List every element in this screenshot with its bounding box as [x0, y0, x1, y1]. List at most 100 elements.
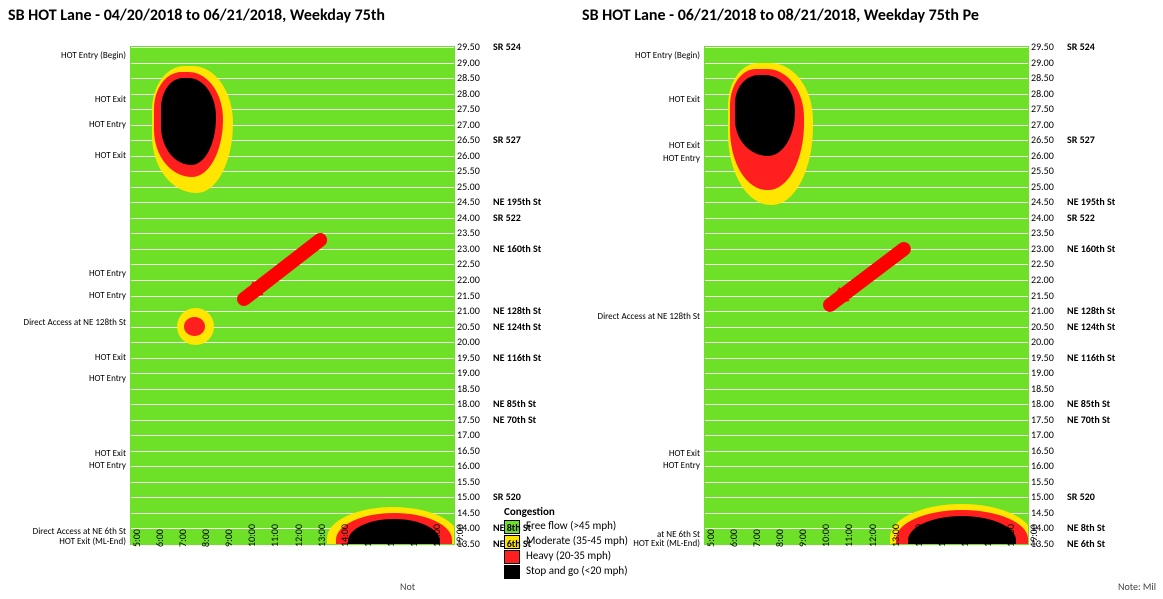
legend-title: Congestion	[504, 505, 628, 518]
ytick-label: 23.50	[457, 226, 480, 239]
xtick-label: 5:00	[704, 529, 717, 547]
gridline	[705, 497, 1028, 498]
location-label-left: HOT Entry	[580, 460, 700, 471]
location-label-left: HOT Entry	[6, 460, 126, 471]
xtick-label: 14:00	[912, 524, 925, 547]
location-label-left: HOT Entry	[580, 153, 700, 164]
ytick-label: 15.00	[1031, 490, 1054, 503]
xtick-label: 19:00	[1027, 524, 1040, 547]
gridline	[705, 404, 1028, 405]
xtick-label: 16:00	[958, 524, 971, 547]
xtick-label: 13:00	[889, 524, 902, 547]
xtick-label: 10:00	[245, 524, 258, 547]
ytick-label: 29.50	[1031, 40, 1054, 53]
location-label-right: NE 8th St	[493, 521, 531, 534]
xtick-label: 11:00	[842, 524, 855, 547]
ytick-label: 17.50	[1031, 413, 1054, 426]
xtick-label: 6:00	[727, 529, 740, 547]
location-label-right: NE 85th St	[493, 397, 536, 410]
xtick-label: 12:00	[866, 524, 879, 547]
legend-row: Heavy (20-35 mph)	[504, 550, 628, 564]
location-label-left: HOT Entry (Begin)	[6, 50, 126, 61]
location-label-right: SR 527	[1067, 133, 1095, 146]
location-label-left: HOT Entry	[6, 290, 126, 301]
gridline	[705, 389, 1028, 390]
xtick-label: 13:00	[315, 524, 328, 547]
ytick-label: 27.00	[1031, 118, 1054, 131]
ytick-label: 17.50	[457, 413, 480, 426]
legend-swatch	[504, 565, 520, 579]
gridline	[131, 497, 454, 498]
ytick-label: 27.50	[1031, 102, 1054, 115]
xtick-label: 15:00	[935, 524, 948, 547]
gridline	[705, 435, 1028, 436]
xtick-label: 17:00	[981, 524, 994, 547]
location-label-left: Direct Access at NE 6th St	[6, 526, 126, 537]
xtick-label: 18:00	[1004, 524, 1017, 547]
location-label-left: HOT Exit	[580, 140, 700, 151]
ytick-label: 14.50	[1031, 506, 1054, 519]
ytick-label: 24.00	[1031, 211, 1054, 224]
xtick-label: 16:00	[384, 524, 397, 547]
gridline	[131, 358, 454, 359]
gridline	[705, 482, 1028, 483]
ytick-label: 23.50	[1031, 226, 1054, 239]
location-label-right: NE 128th St	[493, 304, 541, 317]
location-label-right: SR 522	[1067, 211, 1095, 224]
xtick-label: 11:00	[268, 524, 281, 547]
ytick-label: 26.00	[1031, 149, 1054, 162]
ytick-label: 20.00	[457, 335, 480, 348]
location-label-left: HOT Exit (ML-End)	[6, 536, 126, 547]
ytick-label: 24.50	[1031, 195, 1054, 208]
xtick-label: 15:00	[361, 524, 374, 547]
xtick-label: 7:00	[750, 529, 763, 547]
annotation-arrow	[810, 229, 924, 325]
location-label-right: NE 195th St	[493, 195, 541, 208]
location-label-right: SR 520	[1067, 490, 1095, 503]
location-label-left: HOT Exit	[6, 94, 126, 105]
ytick-label: 23.00	[457, 242, 480, 255]
ytick-label: 21.50	[457, 289, 480, 302]
gridline	[131, 435, 454, 436]
gridline	[705, 373, 1028, 374]
ytick-label: 29.50	[457, 40, 480, 53]
ytick-label: 21.00	[457, 304, 480, 317]
ytick-label: 25.00	[457, 180, 480, 193]
location-label-left: HOT Exit	[580, 448, 700, 459]
ytick-label: 26.50	[1031, 133, 1054, 146]
ytick-label: 17.00	[457, 428, 480, 441]
congestion-blob-stop	[161, 78, 216, 165]
ytick-label: 26.50	[457, 133, 480, 146]
legend-swatch	[504, 550, 520, 564]
location-label-left: HOT Exit	[6, 448, 126, 459]
location-label-right: NE 128th St	[1067, 304, 1115, 317]
location-label-left: Direct Access at NE 128th St	[580, 311, 700, 322]
gridline	[131, 202, 454, 203]
ytick-label: 20.50	[1031, 320, 1054, 333]
congestion-blob-heavy	[184, 317, 205, 336]
chart-title-right: SB HOT Lane - 06/21/2018 to 08/21/2018, …	[582, 6, 979, 25]
location-label-right: SR 524	[493, 40, 521, 53]
location-label-left: Direct Access at NE 128th St	[6, 317, 126, 328]
ytick-label: 15.00	[457, 490, 480, 503]
ytick-label: 24.00	[457, 211, 480, 224]
location-label-right: NE 160th St	[493, 242, 541, 255]
location-label-right: NE 6th St	[1067, 537, 1105, 550]
gridline	[131, 342, 454, 343]
xtick-label: 8:00	[199, 529, 212, 547]
xtick-label: 9:00	[222, 529, 235, 547]
xtick-label: 8:00	[773, 529, 786, 547]
location-label-left: HOT Entry	[6, 268, 126, 279]
ytick-label: 24.50	[457, 195, 480, 208]
ytick-label: 21.00	[1031, 304, 1054, 317]
location-label-right: NE 195th St	[1067, 195, 1115, 208]
annotation-arrow	[224, 220, 340, 319]
location-label-right: SR 527	[493, 133, 521, 146]
ytick-label: 18.00	[1031, 397, 1054, 410]
location-label-right: NE 124th St	[493, 320, 541, 333]
location-label-right: SR 524	[1067, 40, 1095, 53]
gridline	[705, 466, 1028, 467]
location-label-right: SR 520	[493, 490, 521, 503]
location-label-right: NE 160th St	[1067, 242, 1115, 255]
gridline	[131, 420, 454, 421]
